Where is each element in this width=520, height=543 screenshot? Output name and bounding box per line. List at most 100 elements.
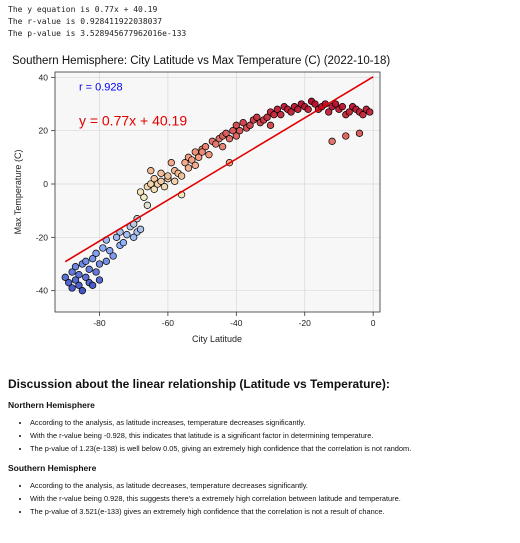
data-point (366, 108, 374, 116)
list-item: The p-value of 3.521(e-133) gives an ext… (30, 505, 513, 518)
grid (55, 72, 380, 312)
data-point (171, 177, 179, 185)
data-point (65, 279, 73, 287)
console-output: The y equation is 0.77x + 40.19 The r-va… (8, 4, 186, 40)
x-tick-label: -80 (93, 318, 106, 328)
data-point (212, 140, 220, 148)
data-point (68, 268, 76, 276)
data-point (263, 113, 271, 121)
data-point (345, 108, 353, 116)
data-points (61, 97, 374, 295)
data-point (328, 137, 336, 145)
data-point (246, 121, 254, 129)
southern-list: According to the analysis, as latitude d… (8, 479, 513, 518)
data-point (287, 108, 295, 116)
data-point (157, 169, 165, 177)
data-point (239, 119, 247, 127)
console-line-rvalue: The r-value is 0.928411922038037 (8, 17, 163, 26)
scatter-chart: Southern Hemisphere: City Latitude vs Ma… (12, 55, 390, 344)
x-tick-label: 0 (371, 318, 376, 328)
data-point (304, 105, 312, 113)
data-point (201, 143, 210, 151)
data-point (222, 129, 230, 137)
northern-list: According to the analysis, as latitude i… (8, 416, 513, 455)
data-point (331, 100, 340, 108)
regression-line-group (64, 76, 374, 263)
data-point (61, 273, 69, 281)
data-point (266, 121, 275, 129)
y-axis-label: Max Temperature (C) (13, 150, 23, 235)
northern-heading: Northern Hemisphere (8, 400, 95, 410)
data-point (338, 103, 347, 111)
data-point (112, 233, 121, 241)
discussion-section: Discussion about the linear relationship… (8, 376, 513, 518)
data-point (136, 225, 145, 233)
data-point (123, 231, 131, 239)
data-point (68, 284, 76, 292)
data-point (359, 111, 367, 119)
data-point (218, 143, 227, 151)
data-point (136, 188, 145, 196)
data-point (232, 121, 240, 129)
y-tick-label: 20 (39, 126, 49, 136)
data-point (92, 249, 100, 257)
data-point (160, 183, 169, 191)
data-point (164, 172, 172, 180)
list-item: According to the analysis, as latitude i… (30, 416, 513, 429)
data-point (273, 105, 282, 113)
data-point (205, 151, 213, 159)
data-point (325, 108, 333, 116)
data-point (102, 257, 110, 265)
regression-line (64, 76, 374, 263)
data-point (95, 260, 104, 268)
y-tick-label: -20 (36, 232, 49, 242)
list-item: With the r-value being -0.928, this indi… (30, 429, 513, 442)
list-item: According to the analysis, as latitude d… (30, 479, 513, 492)
data-point (106, 247, 114, 255)
data-point (71, 263, 80, 271)
data-point (232, 132, 240, 140)
data-point (92, 268, 100, 276)
data-point (119, 239, 128, 247)
data-point (109, 252, 117, 260)
data-point (78, 287, 87, 295)
chart-title: Southern Hemisphere: City Latitude vs Ma… (12, 55, 390, 67)
data-point (88, 281, 97, 289)
list-item: The p-value of 1.23(e-138) is well below… (30, 442, 513, 455)
data-point (195, 153, 203, 161)
data-point (236, 127, 244, 135)
data-point (184, 164, 193, 172)
console-line-pvalue: The p-value is 3.528945677962016e-133 (8, 29, 187, 38)
data-point (82, 257, 90, 265)
data-point (277, 111, 285, 119)
data-point (253, 113, 261, 121)
data-point (99, 244, 107, 252)
data-point (342, 132, 350, 140)
y-tick-label: 0 (43, 179, 48, 189)
data-point (177, 172, 186, 180)
data-point (130, 233, 138, 241)
data-point (355, 129, 364, 137)
r-value-annotation: r = 0.928 (79, 82, 123, 94)
y-tick-label: 40 (39, 72, 49, 82)
data-point (143, 201, 152, 209)
y-tick-label: -40 (36, 286, 49, 296)
data-point (85, 265, 93, 273)
southern-heading: Southern Hemisphere (8, 463, 97, 473)
x-tick-label: -40 (230, 318, 243, 328)
data-point (294, 105, 302, 113)
data-point (71, 276, 80, 284)
data-point (167, 159, 175, 167)
data-point (191, 161, 199, 169)
data-point (150, 175, 158, 183)
data-point (198, 148, 206, 156)
data-point (140, 193, 148, 201)
console-line-equation: The y equation is 0.77x + 40.19 (8, 5, 158, 14)
data-point (225, 135, 234, 143)
data-point (82, 273, 90, 281)
x-tick-label: -60 (162, 318, 175, 328)
data-point (147, 167, 155, 175)
data-point (157, 177, 165, 185)
data-point (188, 156, 196, 164)
data-point (75, 271, 83, 279)
